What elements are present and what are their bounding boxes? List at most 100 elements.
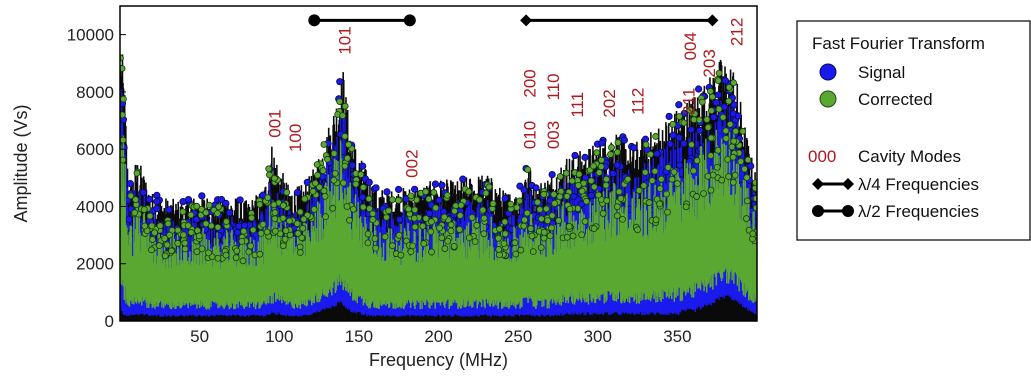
corrected-point <box>450 242 458 250</box>
corrected-point <box>615 188 623 196</box>
corrected-column <box>559 249 562 303</box>
corrected-point <box>607 151 614 158</box>
corrected-point <box>436 224 443 232</box>
corrected-column <box>208 240 210 310</box>
corrected-point <box>447 221 455 229</box>
signal-point <box>598 139 606 147</box>
corrected-column <box>610 236 612 294</box>
corrected-column <box>457 247 459 309</box>
corrected-column <box>536 234 538 306</box>
corrected-column <box>418 223 421 302</box>
corrected-column <box>585 234 587 298</box>
corrected-column <box>721 144 724 279</box>
corrected-point <box>731 171 739 179</box>
corrected-column <box>255 265 258 305</box>
corrected-column <box>138 210 140 304</box>
corrected-point <box>613 203 621 211</box>
corrected-column <box>145 222 147 303</box>
corrected-column <box>247 264 250 303</box>
corrected-column <box>414 231 416 309</box>
corrected-point <box>752 204 757 212</box>
corrected-column <box>682 193 684 293</box>
corrected-column <box>714 188 717 277</box>
corrected-point <box>256 250 264 258</box>
corrected-point <box>300 215 308 223</box>
corrected-column <box>422 256 424 300</box>
corrected-point <box>548 212 556 219</box>
signal-point <box>358 193 367 201</box>
corrected-column <box>188 257 190 304</box>
corrected-point <box>279 202 287 209</box>
corrected-point <box>296 249 304 256</box>
corrected-column <box>169 234 172 309</box>
corrected-point <box>635 187 643 194</box>
corrected-column <box>268 200 271 296</box>
corrected-column <box>551 254 554 304</box>
corrected-point <box>725 173 733 180</box>
corrected-column <box>376 256 379 308</box>
signal-point <box>225 209 234 217</box>
signal-point <box>165 206 173 214</box>
corrected-point <box>371 235 379 243</box>
corrected-point <box>319 167 327 175</box>
corrected-column <box>666 207 669 297</box>
corrected-point <box>141 222 149 230</box>
corrected-column <box>508 261 511 308</box>
corrected-column <box>230 232 232 308</box>
corrected-point <box>722 135 730 142</box>
legend-quarter-label: λ/4 Frequencies <box>858 175 979 194</box>
corrected-column <box>575 220 577 299</box>
corrected-point <box>664 164 672 171</box>
corrected-column <box>530 214 533 299</box>
corrected-column <box>349 182 351 296</box>
corrected-point <box>566 205 574 213</box>
corrected-column <box>650 223 653 299</box>
corrected-column <box>403 228 406 308</box>
corrected-column <box>215 249 217 304</box>
corrected-column <box>453 221 456 300</box>
x-axis-title: Frequency (MHz) <box>369 350 508 370</box>
corrected-column <box>134 229 137 302</box>
cavity-mode-label: 004 <box>681 32 700 60</box>
corrected-column <box>638 198 641 304</box>
corrected-column <box>182 263 184 306</box>
corrected-column <box>635 207 638 304</box>
corrected-column <box>624 207 627 302</box>
corrected-column <box>254 255 256 304</box>
corrected-column <box>568 203 570 297</box>
corrected-column <box>400 223 402 309</box>
corrected-column <box>368 243 371 307</box>
corrected-column <box>544 257 547 300</box>
corrected-column <box>141 235 143 306</box>
corrected-point <box>507 200 515 208</box>
corrected-column <box>704 159 706 280</box>
corrected-point <box>743 215 750 222</box>
corrected-column <box>739 219 741 278</box>
corrected-column <box>503 243 506 307</box>
corrected-column <box>663 232 665 291</box>
corrected-column <box>373 254 375 308</box>
corrected-column <box>374 230 377 306</box>
corrected-column <box>730 194 732 270</box>
corrected-column <box>547 227 549 305</box>
corrected-column <box>509 258 512 301</box>
corrected-column <box>342 206 344 291</box>
corrected-column <box>173 238 175 305</box>
signal-point <box>395 215 404 224</box>
corrected-point <box>495 246 503 253</box>
y-axis-title: Amplitude (Vs) <box>11 104 31 222</box>
corrected-point <box>674 180 681 188</box>
corrected-point <box>372 244 380 252</box>
corrected-point <box>578 231 586 239</box>
corrected-column <box>154 240 156 309</box>
corrected-point <box>704 124 712 131</box>
signal-point <box>145 195 154 203</box>
corrected-point <box>259 220 267 228</box>
corrected-point <box>271 209 279 216</box>
corrected-column <box>479 233 482 303</box>
x-tick-label: 50 <box>190 327 209 346</box>
corrected-column <box>573 246 576 305</box>
corrected-point <box>709 93 716 101</box>
signal-point <box>501 194 509 203</box>
corrected-point <box>501 230 509 238</box>
